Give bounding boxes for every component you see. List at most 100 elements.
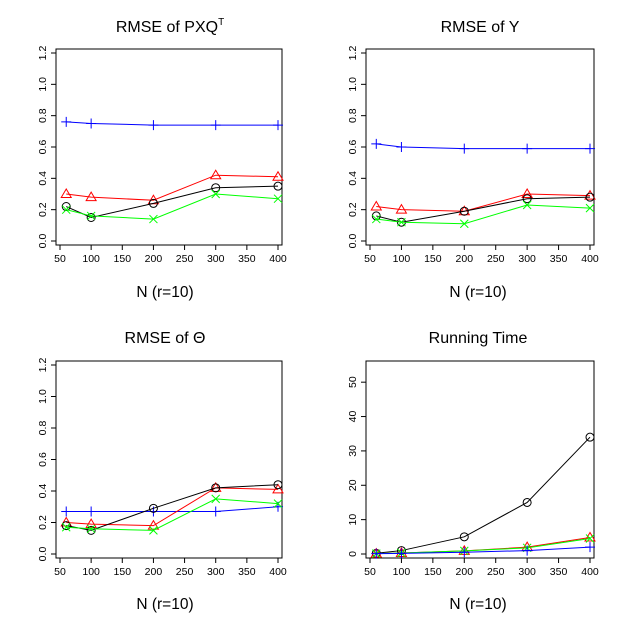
marker-cross [149, 526, 158, 535]
x-tick-label: 400 [581, 253, 599, 265]
marker-circle [86, 525, 96, 535]
x-tick-label: 150 [114, 566, 132, 578]
panel-running-time: Running Time 50 100 150 200 250 300 350 400 0 10 2… [347, 330, 599, 613]
panel-title: RMSE of PXQT [116, 17, 224, 36]
marker-circle [585, 432, 595, 442]
x-tick-label: 100 [393, 566, 411, 578]
data-point [585, 203, 595, 213]
marker-cross [86, 211, 96, 221]
x-tick-label: 350 [550, 253, 568, 265]
plot-area: 50 100 150 200 250 300 350 400 0 10 20 30 40 50 [347, 360, 599, 578]
data-point [459, 206, 469, 216]
plot-frame [365, 360, 595, 559]
x-tick-label: 300 [518, 566, 536, 578]
marker-triangle [85, 191, 98, 202]
data-point [522, 545, 533, 556]
data-point [522, 497, 532, 507]
series-line [371, 192, 595, 227]
x-tick-label: 50 [54, 566, 66, 578]
marker-plus [585, 542, 595, 553]
marker-plus [61, 116, 72, 127]
x-axis-label: N (r=10) [449, 284, 506, 301]
marker-circle [522, 194, 532, 204]
marker-triangle [272, 170, 284, 181]
data-point [397, 217, 406, 227]
marker-plus [396, 142, 407, 152]
data-point [86, 118, 97, 129]
marker-triangle [521, 188, 534, 198]
y-tick-label: 0.2 [347, 202, 359, 217]
data-point [211, 183, 221, 193]
marker-plus [61, 506, 72, 517]
y-axis: 0.0 0.2 0.4 0.6 0.8 1.0 1.2 [37, 46, 56, 249]
marker-cross [585, 203, 595, 213]
marker-circle [459, 206, 469, 216]
data-point [585, 192, 595, 202]
marker-plus [86, 118, 97, 129]
data-point [459, 547, 470, 558]
series-path [66, 185, 279, 219]
y-tick-label: 0.8 [37, 108, 49, 123]
y-tick-label: 0.6 [347, 140, 359, 155]
data-point [272, 483, 284, 494]
data-point [61, 506, 72, 517]
marker-circle [61, 521, 71, 531]
y-tick-label: 0.0 [37, 234, 49, 249]
data-point [61, 205, 71, 215]
data-point [585, 534, 595, 543]
y-tick-label: 0.8 [347, 108, 359, 123]
y-tick-label: 0.4 [347, 171, 359, 186]
y-tick-label: 50 [347, 376, 359, 388]
series-line [371, 542, 595, 559]
marker-plus [522, 545, 533, 556]
marker-plus [459, 143, 470, 154]
x-tick-label: 150 [424, 566, 442, 578]
y-tick-label: 1.2 [347, 46, 359, 61]
data-point [86, 211, 96, 221]
x-tick-label: 200 [456, 566, 474, 578]
y-tick-label: 0.0 [347, 234, 359, 249]
series-path [376, 196, 591, 223]
marker-circle [86, 213, 96, 222]
marker-plus [371, 138, 382, 149]
marker-triangle [584, 189, 596, 200]
panel-title-superscript: T [218, 17, 224, 28]
marker-cross [211, 494, 221, 504]
data-point [273, 499, 283, 508]
marker-plus [522, 143, 533, 154]
data-point [61, 522, 71, 532]
y-axis: 0 10 20 30 40 50 [347, 376, 366, 557]
y-tick-label: 20 [347, 479, 359, 491]
plot-area: 50 100 150 200 250 300 350 400 0.0 0.2 0.4 0.6 0.8 1.… [37, 46, 287, 265]
panel-title: RMSE of Θ [125, 330, 206, 347]
x-axis-label: N (r=10) [136, 596, 193, 613]
data-point [522, 194, 532, 204]
x-tick-label: 350 [550, 566, 568, 578]
data-point [371, 214, 381, 224]
series-line [61, 189, 283, 224]
x-axis: 50 100 150 200 250 300 350 400 [54, 558, 287, 578]
data-point [584, 531, 596, 542]
data-point [459, 219, 469, 229]
y-tick-label: 0.4 [37, 171, 49, 186]
marker-circle [211, 183, 221, 193]
x-tick-label: 400 [269, 253, 287, 265]
x-tick-label: 250 [176, 253, 194, 265]
marker-circle [148, 198, 158, 208]
marker-plus [148, 120, 159, 131]
data-point [371, 548, 382, 559]
x-tick-label: 250 [487, 566, 505, 578]
marker-cross [522, 200, 532, 210]
data-point [273, 194, 283, 204]
data-point [371, 138, 382, 149]
data-point [147, 519, 160, 530]
marker-triangle [272, 483, 284, 494]
series-line [371, 432, 595, 558]
x-tick-label: 200 [145, 253, 163, 265]
data-point [86, 525, 96, 535]
x-tick-label: 100 [82, 253, 100, 265]
y-tick-label: 1.0 [347, 77, 359, 92]
data-point [522, 143, 533, 154]
x-tick-label: 50 [364, 566, 376, 578]
